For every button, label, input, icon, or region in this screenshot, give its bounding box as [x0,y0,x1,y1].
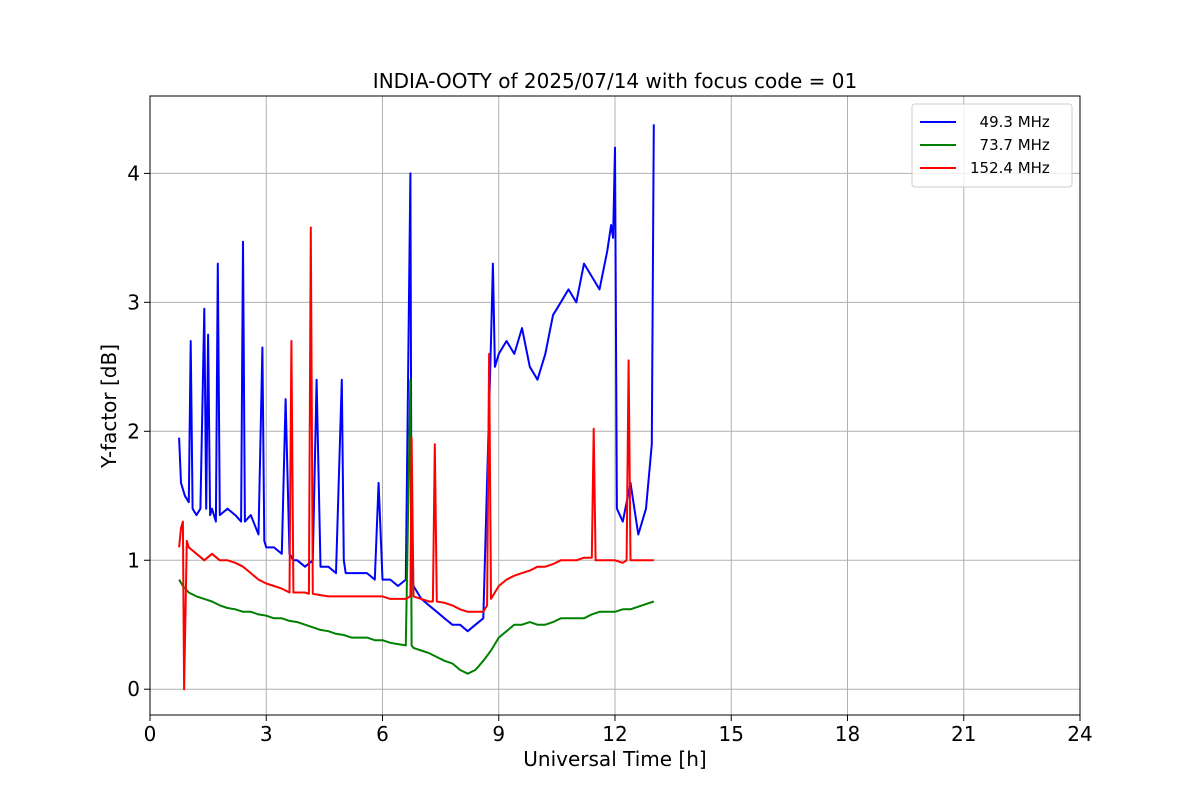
series-line-2 [178,226,654,691]
x-tick-label: 0 [144,722,157,746]
legend-label: 152.4 MHz [970,159,1050,177]
y-tick-label: 0 [127,677,140,701]
x-axis-label: Universal Time [h] [523,747,706,771]
series-line-1 [178,378,655,675]
x-tick-label: 15 [719,722,744,746]
chart-title: INDIA-OOTY of 2025/07/14 with focus code… [373,69,857,93]
y-axis: 0 1 2 3 4 [127,161,150,701]
x-axis: 0 3 6 9 12 15 18 21 24 [144,715,1093,746]
x-tick-label: 6 [376,722,389,746]
x-tick-label: 21 [951,722,976,746]
legend-box [911,103,1073,188]
y-tick-label: 1 [127,548,140,572]
series-line-0 [178,124,655,633]
x-tick-label: 9 [492,722,505,746]
y-axis-label: Y-factor [dB] [97,344,121,469]
legend: 49.3 MHz 73.7 MHz 152.4 MHz [911,103,1073,188]
series-layer [178,124,655,691]
legend-label: 73.7 MHz [970,136,1050,154]
x-tick-label: 18 [835,722,860,746]
y-tick-label: 4 [127,161,140,185]
x-tick-label: 12 [602,722,627,746]
x-tick-label: 3 [260,722,273,746]
x-tick-label: 24 [1067,722,1092,746]
y-tick-label: 2 [127,419,140,443]
y-tick-label: 3 [127,290,140,314]
legend-label: 49.3 MHz [970,113,1050,131]
